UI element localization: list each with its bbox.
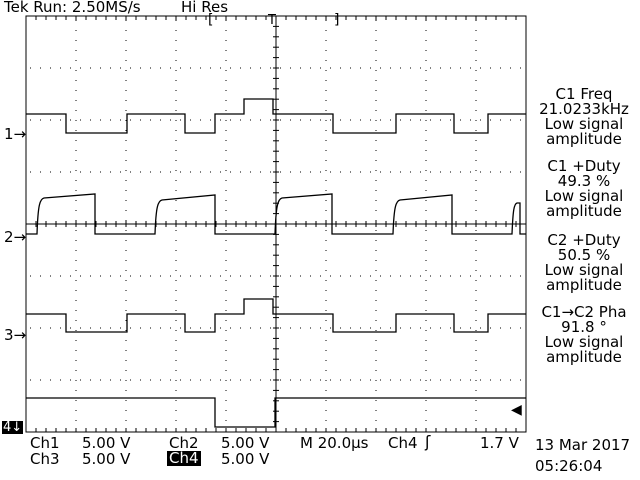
- record-window-left-bracket: [: [208, 12, 214, 28]
- channel-4-marker: 4↓: [2, 420, 24, 435]
- ch2-scale: 5.00 V: [221, 434, 270, 452]
- trigger-level: 1.7 V: [480, 434, 519, 452]
- ch4-scale: 5.00 V: [221, 450, 270, 468]
- measurement-c1-c2-phase: C1→C2 Pha 91.8 ° Low signal amplitude: [541, 303, 627, 366]
- measurement-c1-duty: C1 +Duty 49.3 % Low signal amplitude: [544, 157, 624, 220]
- measurement-c2-duty: C2 +Duty 50.5 % Low signal amplitude: [544, 231, 624, 294]
- date: 13 Mar 2017: [535, 436, 631, 454]
- ch1-scale: 5.00 V: [82, 434, 131, 452]
- ch2-label: Ch2: [169, 434, 199, 452]
- trigger-source: Ch4: [388, 434, 418, 452]
- channel-1-marker: 1→: [4, 125, 27, 143]
- timebase: M 20.0µs: [300, 434, 369, 452]
- trigger-level-arrow-icon: ◀: [511, 402, 522, 418]
- ch4-waveform: [26, 397, 526, 428]
- ch1-waveform: [26, 98, 526, 134]
- measurement-c1-freq: C1 Freq 21.0233kHz Low signal amplitude: [539, 85, 629, 148]
- acquisition-status: Tek Run: 2.50MS/s: [4, 0, 141, 16]
- channel-2-marker: 2→: [4, 228, 27, 246]
- ch3-label: Ch3: [30, 450, 60, 468]
- ch4-label: Ch4: [167, 449, 201, 467]
- ch3-scale: 5.00 V: [82, 450, 131, 468]
- trigger-slope-icon: ʃ: [425, 432, 431, 451]
- time: 05:26:04: [535, 457, 603, 475]
- acquisition-mode: Hi Res: [181, 0, 229, 16]
- ch3-waveform: [26, 298, 526, 333]
- ch1-label: Ch1: [30, 434, 60, 452]
- record-window-right-bracket: ]: [334, 12, 340, 28]
- ch2-waveform: [26, 193, 526, 235]
- trigger-position-marker: T: [268, 13, 276, 28]
- channel-3-marker: 3→: [4, 326, 27, 344]
